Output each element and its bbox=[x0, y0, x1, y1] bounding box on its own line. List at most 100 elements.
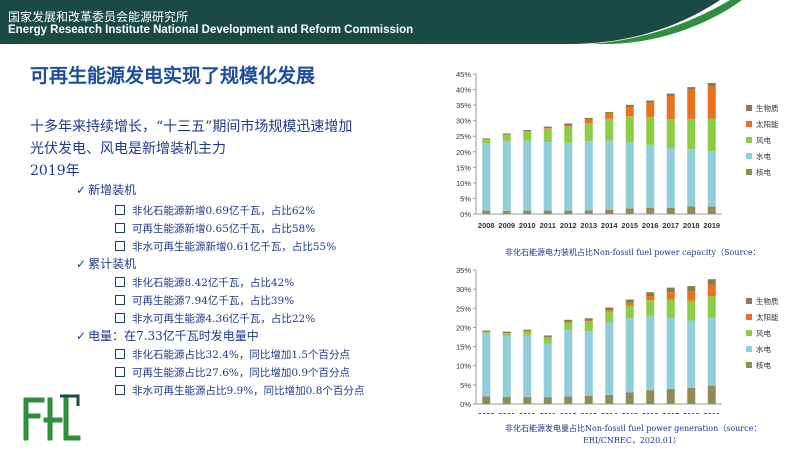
bar-segment-solar bbox=[707, 86, 716, 119]
bar-segment-hydro bbox=[584, 141, 593, 211]
square-bullet-icon bbox=[115, 295, 125, 305]
bar-segment-nuclear bbox=[543, 397, 552, 404]
bar-segment-biomass bbox=[625, 104, 634, 107]
bar-segment-hydro bbox=[502, 336, 511, 397]
y-tick-label: 25% bbox=[456, 132, 471, 141]
slide-title: 可再生能源发电实现了规模化发展 bbox=[30, 65, 316, 87]
legend-swatch-solar bbox=[746, 314, 752, 320]
x-tick-label: 2008 bbox=[478, 221, 495, 230]
square-bullet-icon bbox=[115, 349, 125, 359]
legend-swatch-biomass bbox=[746, 105, 752, 111]
bar-segment-wind bbox=[687, 300, 696, 321]
y-tick-label: 20% bbox=[456, 323, 471, 332]
header-bar: 国家发展和改革委员会能源研究所 Energy Research Institut… bbox=[0, 0, 800, 44]
y-tick-label: 10% bbox=[456, 362, 471, 371]
legend-swatch-wind bbox=[746, 137, 752, 143]
bar-segment-biomass bbox=[523, 329, 532, 332]
bar-segment-biomass bbox=[707, 279, 716, 285]
legend-label: 风电 bbox=[756, 328, 771, 338]
y-tick-label: 0% bbox=[460, 210, 471, 219]
bar-segment-solar bbox=[564, 125, 573, 127]
legend-label: 核电 bbox=[756, 360, 771, 370]
bar-segment-biomass bbox=[707, 83, 716, 87]
bar-segment-biomass bbox=[584, 117, 593, 120]
x-tick-label: 2019 bbox=[703, 221, 720, 230]
y-tick-label: 40% bbox=[456, 86, 471, 95]
bar-segment-wind bbox=[502, 333, 511, 337]
y-tick-label: 10% bbox=[456, 179, 471, 188]
y-tick-label: 30% bbox=[456, 117, 471, 126]
bar-segment-nuclear bbox=[564, 396, 573, 404]
bar-segment-hydro bbox=[543, 142, 552, 211]
bar-segment-nuclear bbox=[564, 210, 573, 214]
y-tick-label: 25% bbox=[456, 304, 471, 313]
x-tick-label: 2008 bbox=[478, 411, 495, 414]
bar-segment-wind bbox=[502, 134, 511, 141]
list-item: 非化石能源占比32.4%，同比增加1.5个百分点 bbox=[115, 347, 350, 362]
bar-segment-wind bbox=[646, 300, 655, 316]
list-item: 可再生能源新增0.65亿千瓦，占比58% bbox=[115, 221, 315, 236]
bar-segment-biomass bbox=[646, 292, 655, 297]
bar-segment-wind bbox=[707, 118, 716, 152]
bar-segment-solar bbox=[687, 89, 696, 119]
bar-segment-hydro bbox=[584, 331, 593, 396]
y-tick-label: 15% bbox=[456, 343, 471, 352]
bar-segment-solar bbox=[605, 113, 614, 119]
bar-segment-solar bbox=[543, 128, 552, 129]
bar-segment-wind bbox=[584, 321, 593, 332]
bar-segment-hydro bbox=[707, 151, 716, 207]
y-tick-label: 45% bbox=[456, 70, 471, 79]
bar-segment-nuclear bbox=[707, 385, 716, 404]
legend-label: 生物质 bbox=[756, 296, 779, 306]
bar-segment-hydro bbox=[482, 333, 491, 397]
bar-segment-biomass bbox=[687, 286, 696, 292]
bar-segment-nuclear bbox=[605, 209, 614, 214]
bar-segment-biomass bbox=[605, 307, 614, 311]
bar-segment-nuclear bbox=[502, 210, 511, 214]
legend-label: 太阳能 bbox=[756, 312, 779, 322]
x-tick-label: 2018 bbox=[683, 411, 700, 414]
x-tick-label: 2015 bbox=[621, 411, 638, 414]
bar-segment-hydro bbox=[543, 343, 552, 398]
bar-segment-biomass bbox=[564, 123, 573, 126]
generation-chart-caption-line-2: ERI/CNREC，2020.01） bbox=[583, 436, 681, 445]
y-tick-label: 30% bbox=[456, 285, 471, 294]
y-tick-label: 20% bbox=[456, 148, 471, 157]
x-tick-label: 2017 bbox=[662, 411, 679, 414]
bar-segment-wind bbox=[543, 128, 552, 143]
bar-segment-wind bbox=[666, 119, 675, 149]
x-tick-label: 2009 bbox=[498, 411, 515, 414]
bar-segment-hydro bbox=[482, 143, 491, 211]
legend-swatch-solar bbox=[746, 121, 752, 127]
bar-segment-biomass bbox=[666, 287, 675, 293]
square-bullet-icon bbox=[115, 385, 125, 395]
bar-segment-nuclear bbox=[584, 210, 593, 214]
x-tick-label: 2016 bbox=[642, 221, 659, 230]
header-accent-shape bbox=[570, 0, 800, 44]
bar-segment-wind bbox=[605, 118, 614, 141]
bar-segment-nuclear bbox=[646, 207, 655, 214]
x-tick-label: 2019 bbox=[703, 411, 720, 414]
bar-segment-solar bbox=[625, 302, 634, 306]
bar-segment-hydro bbox=[523, 140, 532, 211]
bar-segment-solar bbox=[687, 291, 696, 301]
group-new-capacity: ✓ 新增装机 bbox=[76, 181, 136, 198]
bar-segment-wind bbox=[564, 126, 573, 143]
bar-segment-hydro bbox=[605, 322, 614, 395]
list-item: 非水可再生能源新增0.61亿千瓦，占比55% bbox=[115, 239, 336, 254]
bar-segment-wind bbox=[523, 331, 532, 336]
x-tick-label: 2014 bbox=[601, 221, 619, 230]
bar-segment-hydro bbox=[605, 140, 614, 210]
bar-segment-hydro bbox=[625, 318, 634, 393]
bar-segment-solar bbox=[625, 106, 634, 117]
legend-swatch-wind bbox=[746, 330, 752, 336]
legend-swatch-nuclear bbox=[746, 169, 752, 175]
bar-segment-biomass bbox=[523, 130, 532, 132]
bar-segment-wind bbox=[666, 299, 675, 318]
y-tick-label: 35% bbox=[456, 101, 471, 110]
legend-swatch-hydro bbox=[746, 153, 752, 159]
x-tick-label: 2011 bbox=[540, 221, 556, 230]
bar-segment-biomass bbox=[564, 319, 573, 323]
bar-segment-nuclear bbox=[687, 387, 696, 404]
institute-logo bbox=[23, 394, 81, 441]
